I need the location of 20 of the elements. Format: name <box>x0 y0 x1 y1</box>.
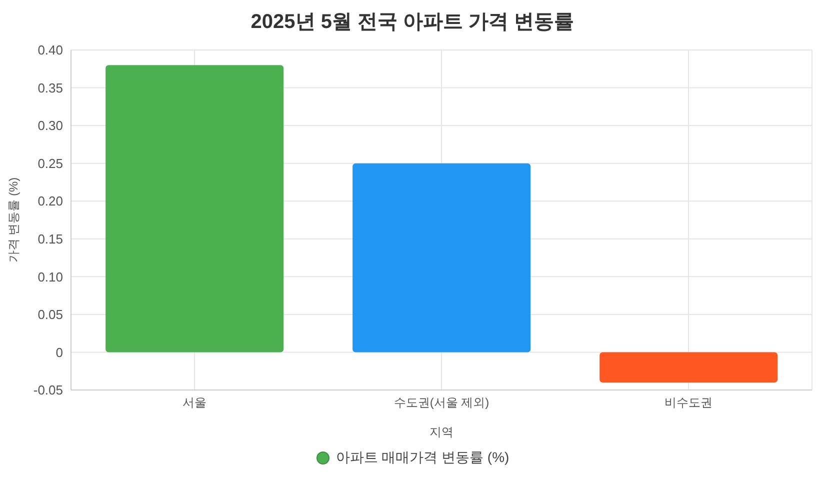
x-tick-label: 서울 <box>182 396 206 410</box>
bar <box>352 163 531 352</box>
y-tick-label: -0.05 <box>33 382 63 398</box>
x-tick-label: 수도권(서울 제외) <box>394 396 490 410</box>
bar <box>106 65 284 352</box>
x-axis-title: 지역 <box>430 425 454 439</box>
y-tick-label: 0.35 <box>38 80 63 96</box>
y-tick-label: 0.15 <box>38 232 63 247</box>
y-tick-label: 0 <box>56 344 63 360</box>
y-tick-label: 0.40 <box>38 42 63 58</box>
bar <box>600 352 778 382</box>
x-tick-label: 비수도권 <box>664 396 712 410</box>
y-tick-label: 0.10 <box>38 269 63 284</box>
legend-label: 아파트 매매가격 변동률 (%) <box>336 449 510 467</box>
y-tick-label: 0.20 <box>38 194 63 209</box>
y-axis-title: 가격 변동률 (%) <box>6 177 20 263</box>
y-tick-label: 0.25 <box>38 156 63 171</box>
y-tick-label: 0.05 <box>38 307 63 322</box>
y-tick-label: 0.30 <box>38 118 63 134</box>
chart-title: 2025년 5월 전국 아파트 가격 변동률 <box>250 10 576 35</box>
